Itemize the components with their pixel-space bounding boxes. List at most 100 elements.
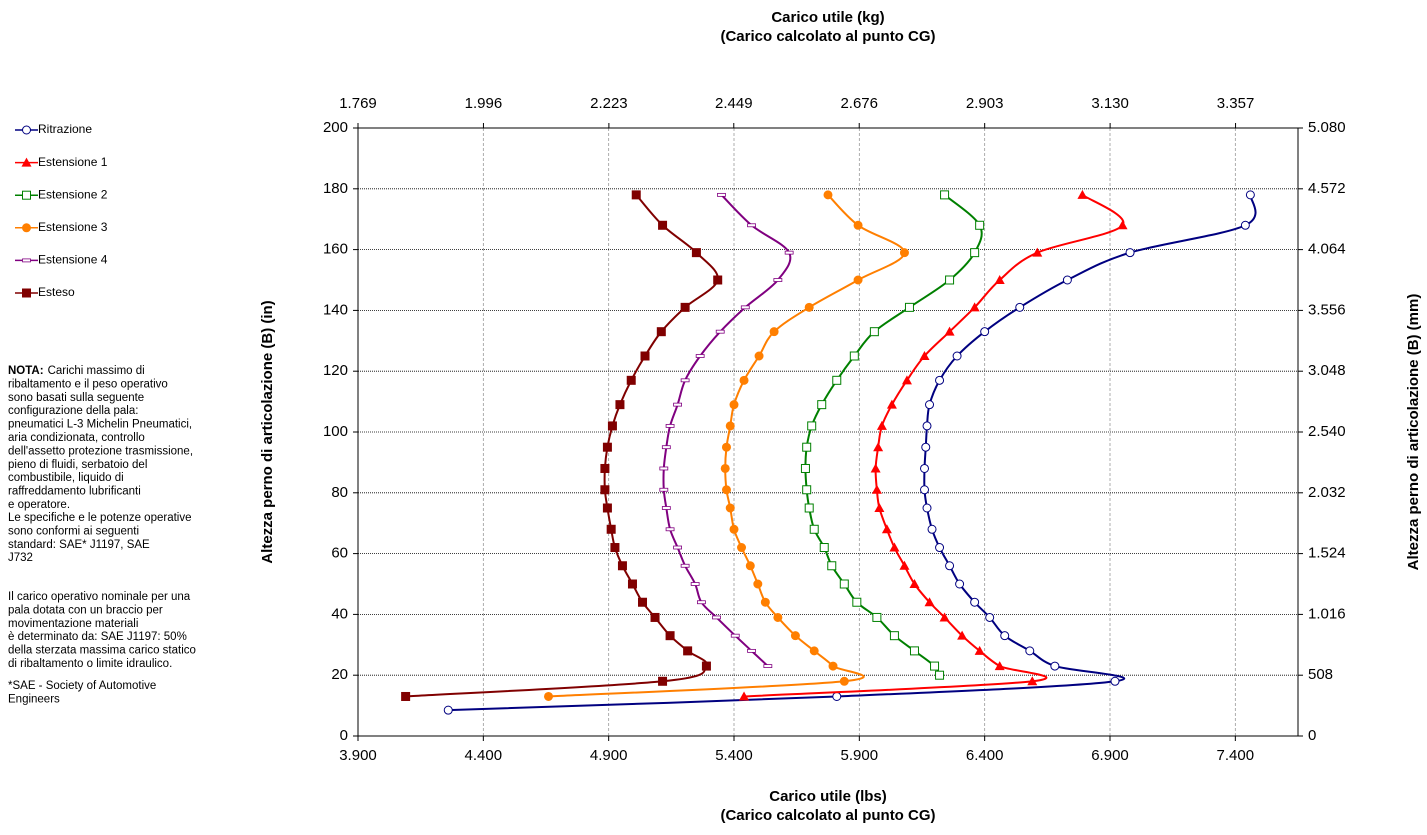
x-axis-title: (Carico calcolato al punto CG) <box>720 807 935 824</box>
marker <box>690 582 700 586</box>
marker <box>804 302 814 312</box>
note-line: configurazione della pala: <box>8 405 138 417</box>
series <box>739 189 1128 701</box>
marker <box>22 258 31 263</box>
note-line: pneumatici L-3 Michelin Pneumatici, <box>8 419 192 431</box>
marker <box>901 375 912 385</box>
note-line: Il carico operativo nominale per una <box>8 591 191 603</box>
marker <box>899 248 909 258</box>
series <box>544 190 909 701</box>
marker <box>720 463 730 473</box>
x2-tick-label: 3.130 <box>1091 95 1129 112</box>
note-line: pieno di fluidi, serbatoio del <box>8 459 147 471</box>
marker <box>725 421 735 431</box>
y2-tick-label: 5.080 <box>1308 119 1346 136</box>
marker <box>615 400 625 410</box>
note-line: sono basati sulla seguente <box>8 392 144 404</box>
series-line <box>448 194 1257 712</box>
marker <box>809 646 819 656</box>
marker <box>638 597 648 607</box>
marker <box>881 524 892 534</box>
x-axis-title: Carico utile (lbs) <box>769 788 887 805</box>
marker <box>602 503 612 513</box>
x-tick-label: 6.400 <box>966 747 1004 764</box>
marker <box>658 220 668 230</box>
marker <box>839 676 849 686</box>
marker <box>970 597 980 607</box>
marker <box>640 351 650 361</box>
marker <box>1015 302 1025 312</box>
y-tick-label: 180 <box>323 180 348 197</box>
series-line <box>804 194 983 676</box>
marker <box>985 612 995 622</box>
marker <box>925 400 935 410</box>
marker <box>869 327 879 337</box>
note-line: della sterzata massima carico statico <box>8 645 196 657</box>
legend-label: Estensione 1 <box>38 155 108 169</box>
marker <box>817 400 827 410</box>
marker <box>935 543 945 553</box>
marker <box>656 327 666 337</box>
note-line: Le specifiche e le potenze operative <box>8 512 191 524</box>
marker <box>873 442 884 452</box>
marker <box>969 302 980 312</box>
marker <box>889 631 899 641</box>
marker <box>872 612 882 622</box>
marker <box>665 527 675 532</box>
y2-tick-label: 4.572 <box>1308 180 1346 197</box>
marker <box>839 579 849 589</box>
x-tick-label: 4.400 <box>465 747 503 764</box>
marker <box>1117 220 1128 230</box>
marker <box>683 646 693 656</box>
marker <box>807 421 817 431</box>
marker <box>725 503 735 513</box>
marker <box>920 485 930 495</box>
series-line <box>743 194 1125 698</box>
marker <box>849 351 859 361</box>
marker <box>920 463 930 473</box>
marker <box>1000 631 1010 641</box>
y-tick-label: 120 <box>323 362 348 379</box>
marker <box>922 503 932 513</box>
marker <box>922 421 932 431</box>
x2-tick-label: 1.769 <box>339 95 377 112</box>
marker <box>606 524 616 534</box>
marker <box>760 597 770 607</box>
legend-label: Ritrazione <box>38 122 92 136</box>
marker <box>21 157 32 167</box>
x-tick-label: 5.900 <box>841 747 879 764</box>
legend-label: Estensione 2 <box>38 187 108 201</box>
marker <box>889 542 900 552</box>
marker <box>945 275 955 285</box>
marker <box>673 402 682 407</box>
y2-tick-label: 1.016 <box>1308 605 1346 622</box>
marker <box>1245 190 1255 200</box>
note-line: pala dotata con un braccio per <box>8 604 163 616</box>
note-line: dell'assetto protezione trasmissione, <box>8 445 193 457</box>
plot-frame <box>357 127 1299 737</box>
marker <box>870 463 881 473</box>
y2-tick-label: 2.032 <box>1308 484 1346 501</box>
marker <box>737 543 747 553</box>
series-line <box>405 194 719 698</box>
marker <box>600 463 610 473</box>
marker <box>721 485 731 495</box>
y2-tick-label: 3.048 <box>1308 362 1346 379</box>
note-line: combustibile, liquido di <box>8 472 124 484</box>
marker <box>832 691 842 701</box>
marker <box>874 503 885 512</box>
note-line: J732 <box>8 552 33 564</box>
marker <box>945 561 955 571</box>
marker <box>739 691 750 701</box>
marker <box>899 560 910 570</box>
marker <box>935 670 945 680</box>
note-text: Carichi massimo di <box>48 365 145 377</box>
marker <box>600 485 610 495</box>
marker <box>665 424 675 428</box>
marker <box>701 661 711 671</box>
marker <box>935 375 945 385</box>
note-line: Engineers <box>8 693 60 705</box>
note-line: movimentazione materiali <box>8 618 138 630</box>
note-line: e operatore. <box>8 499 70 511</box>
